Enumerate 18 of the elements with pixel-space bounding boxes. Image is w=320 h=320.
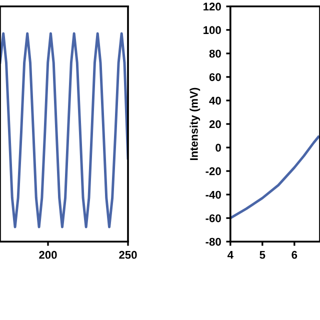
x-tick-label: 200	[39, 250, 57, 259]
y-tick-label: 80	[209, 50, 221, 58]
y-tick-label: -60	[206, 214, 221, 222]
y-tick-label: -20	[206, 167, 221, 176]
x-tick-label: 5	[260, 251, 266, 259]
y-axis-title: Intensity (mV)	[190, 88, 200, 160]
y-tick-label: 100	[204, 26, 221, 34]
y-tick-label: -80	[206, 238, 221, 246]
y-tick-label: 120	[204, 2, 221, 11]
line-series	[230, 136, 320, 220]
y-tick-label: -40	[206, 190, 221, 199]
x-tick-label: 6	[292, 250, 298, 259]
y-tick-label: 0	[216, 144, 221, 152]
x-tick-label: 4	[227, 251, 234, 259]
y-tick-label: 40	[209, 96, 221, 105]
x-tick-label: 250	[119, 250, 137, 259]
y-tick-label: 20	[209, 120, 221, 128]
y-tick-label: 60	[209, 73, 221, 82]
